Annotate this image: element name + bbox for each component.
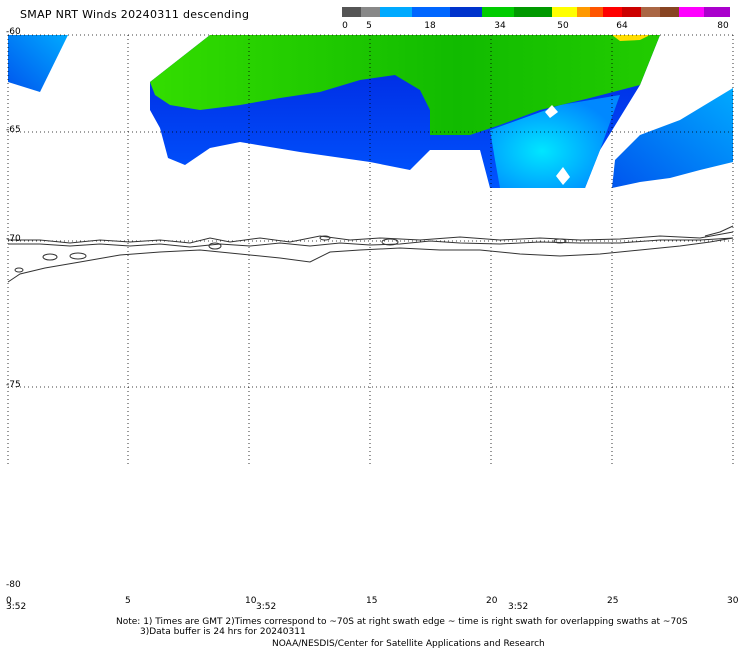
latitude-label: -65 [6,125,21,135]
longitude-label: 30 [727,596,739,606]
wind-swath-green [150,35,660,135]
colorbar-label: 80 [717,21,729,31]
longitude-label: 15 [366,596,378,606]
colorbar-segment [602,7,622,17]
colorbar-segment [450,7,482,17]
colorbar-segment [513,7,552,17]
wind-swath-lightblue [490,95,620,188]
swath-gap [545,105,558,118]
note-line-1: Note: 1) Times are GMT 2)Times correspon… [116,617,688,627]
colorbar-label: 5 [366,21,372,31]
colorbar-segment [411,7,451,17]
colorbar-label: 18 [424,21,436,31]
colorbar-segment [640,7,660,17]
antarctic-coastline [7,225,734,283]
note-line-2: 3)Data buffer is 24 hrs for 20240311 [140,627,306,637]
swath-time-label: 3:52 [6,602,27,612]
colorbar-segment [590,7,603,17]
latitude-label: -80 [6,580,21,590]
colorbar-label: 0 [342,21,348,31]
wind-speed-colorbar [342,7,730,17]
lat-lon-grid [7,34,734,465]
colorbar-segment [621,7,641,17]
swath-time-label: 3:52 [256,602,277,612]
note-line-3: NOAA/NESDIS/Center for Satellite Applica… [272,639,545,649]
swath-time-label: 3:52 [508,602,529,612]
longitude-label: 10 [245,596,257,606]
colorbar-label: 64 [616,21,628,31]
colorbar-label: 50 [557,21,569,31]
colorbar-segment [577,7,591,17]
colorbar-segment [679,7,705,17]
wind-swath-right [612,88,733,188]
latitude-label: -70 [6,234,21,244]
colorbar-segment [481,7,514,17]
wind-swath-yellow [612,35,650,41]
colorbar-segment [704,7,730,17]
colorbar-segment [342,7,362,17]
longitude-label: 5 [125,596,131,606]
colorbar-label: 34 [494,21,506,31]
swath-gap [556,167,570,185]
longitude-label: 25 [607,596,619,606]
colorbar-segment [380,7,412,17]
latitude-label: -75 [6,380,21,390]
colorbar-segment [361,7,381,17]
map-title: SMAP NRT Winds 20240311 descending [20,8,250,21]
wind-swath-left [8,35,68,92]
longitude-label: 0 [6,596,12,606]
latitude-label: -60 [6,27,21,37]
colorbar-segment [659,7,680,17]
longitude-label: 20 [486,596,498,606]
colorbar-segment [551,7,578,17]
